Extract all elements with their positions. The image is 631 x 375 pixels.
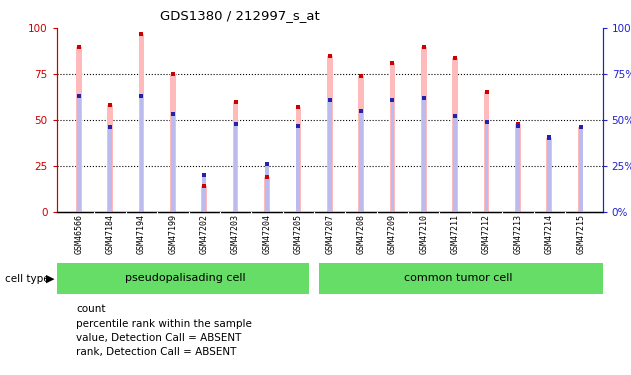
Bar	[579, 128, 582, 212]
Point	[325, 97, 335, 103]
Point	[293, 104, 304, 110]
Bar	[139, 96, 143, 212]
Text: GSM47210: GSM47210	[420, 214, 428, 254]
Point	[136, 93, 146, 99]
Point	[199, 172, 209, 178]
Point	[262, 161, 272, 167]
Bar	[170, 74, 175, 212]
Bar	[453, 116, 457, 212]
Bar	[109, 128, 112, 212]
Point	[356, 73, 366, 79]
Point	[481, 119, 492, 125]
Bar	[295, 107, 301, 212]
Point	[419, 95, 429, 101]
Text: GSM46566: GSM46566	[74, 214, 83, 254]
Text: GSM47203: GSM47203	[231, 214, 240, 254]
Text: GSM47212: GSM47212	[482, 214, 491, 254]
Text: GSM47199: GSM47199	[168, 214, 177, 254]
Bar	[485, 122, 488, 212]
Point	[230, 99, 240, 105]
Bar	[359, 111, 363, 212]
Bar	[203, 175, 206, 212]
Point	[199, 183, 209, 189]
Bar	[421, 46, 427, 212]
Point	[356, 108, 366, 114]
Text: ▶: ▶	[46, 274, 54, 284]
Bar	[171, 114, 175, 212]
Text: GSM47204: GSM47204	[262, 214, 271, 254]
Bar	[265, 164, 269, 212]
Point	[74, 93, 84, 99]
Text: cell type: cell type	[5, 274, 50, 284]
Bar	[233, 124, 237, 212]
Point	[450, 54, 460, 60]
Point	[262, 174, 272, 180]
Bar	[314, 263, 603, 294]
Text: pseudopalisading cell: pseudopalisading cell	[125, 273, 245, 284]
Point	[387, 97, 398, 103]
Point	[136, 31, 146, 37]
Text: GSM47205: GSM47205	[294, 214, 303, 254]
Bar	[389, 63, 395, 212]
Bar	[391, 100, 394, 212]
Bar	[57, 263, 314, 294]
Bar	[233, 102, 239, 212]
Bar	[264, 177, 270, 212]
Bar	[516, 126, 520, 212]
Point	[74, 44, 84, 50]
Point	[325, 53, 335, 59]
Point	[230, 121, 240, 127]
Point	[481, 90, 492, 96]
Point	[419, 44, 429, 50]
Text: GSM47213: GSM47213	[514, 214, 522, 254]
Bar	[515, 124, 521, 212]
Text: GSM47184: GSM47184	[105, 214, 115, 254]
Bar	[139, 34, 144, 212]
Bar	[327, 56, 333, 212]
Text: percentile rank within the sample: percentile rank within the sample	[76, 319, 252, 328]
Bar	[578, 128, 584, 212]
Text: GSM47215: GSM47215	[576, 214, 585, 254]
Bar	[201, 186, 207, 212]
Bar	[309, 262, 319, 294]
Text: GSM47194: GSM47194	[137, 214, 146, 254]
Bar	[422, 98, 426, 212]
Bar	[546, 138, 552, 212]
Bar	[76, 46, 81, 212]
Point	[575, 124, 586, 130]
Point	[387, 60, 398, 66]
Point	[575, 124, 586, 130]
Bar	[328, 100, 331, 212]
Bar	[484, 93, 490, 212]
Point	[513, 123, 523, 129]
Text: GSM47202: GSM47202	[200, 214, 209, 254]
Point	[105, 102, 115, 108]
Bar	[297, 126, 300, 212]
Text: GSM47208: GSM47208	[357, 214, 365, 254]
Text: rank, Detection Call = ABSENT: rank, Detection Call = ABSENT	[76, 347, 237, 357]
Point	[105, 124, 115, 130]
Point	[168, 111, 178, 117]
Point	[544, 134, 554, 140]
Bar	[77, 96, 81, 212]
Bar	[452, 57, 458, 212]
Text: GSM47214: GSM47214	[545, 214, 554, 254]
Bar	[548, 136, 551, 212]
Text: GSM47209: GSM47209	[388, 214, 397, 254]
Point	[168, 71, 178, 77]
Bar	[107, 105, 113, 212]
Point	[544, 135, 554, 141]
Text: common tumor cell: common tumor cell	[404, 273, 512, 284]
Text: GSM47211: GSM47211	[451, 214, 459, 254]
Text: GSM47207: GSM47207	[325, 214, 334, 254]
Point	[293, 123, 304, 129]
Text: GDS1380 / 212997_s_at: GDS1380 / 212997_s_at	[160, 9, 320, 22]
Text: count: count	[76, 304, 106, 314]
Bar	[358, 76, 364, 212]
Text: value, Detection Call = ABSENT: value, Detection Call = ABSENT	[76, 333, 242, 343]
Point	[513, 121, 523, 127]
Point	[450, 113, 460, 119]
